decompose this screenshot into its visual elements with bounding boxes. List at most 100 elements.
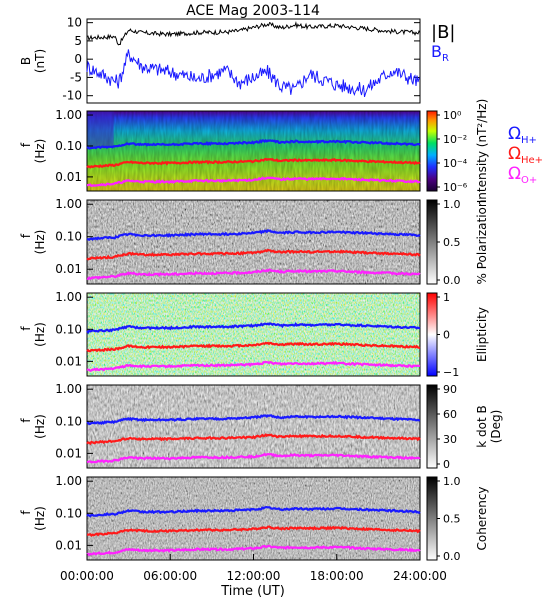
kdotb-colorbar-label: (Deg) (489, 410, 503, 444)
ellipticity-ytick-label: 0.10 (55, 322, 82, 336)
kdotb-ytick-label: 0.01 (55, 446, 82, 460)
x-tick-label: 12:00:00 (227, 569, 281, 583)
x-tick-label: 00:00:00 (60, 569, 114, 583)
intensity-ylabel: f (19, 142, 33, 147)
coherency-ytick-label: 1.00 (55, 474, 82, 488)
ellipticity-gyro-line-o (86, 360, 421, 373)
series-b-total (86, 21, 421, 46)
b-ytick-label: -5 (70, 70, 82, 84)
kdotb-gyro-line-o (86, 452, 421, 464)
polarization-ytick-label: 0.01 (55, 262, 82, 276)
kdotb-colorbar (426, 384, 438, 469)
legend-oo-plus: ΩO+ (508, 164, 537, 186)
series-b-radial (86, 49, 421, 98)
legend-oh-plus: ΩH+ (508, 124, 537, 146)
ellipticity-colorbar (426, 292, 438, 377)
coherency-ytick-label: 0.01 (55, 538, 82, 552)
polarization-yunit: (Hz) (33, 230, 47, 255)
polarization-gyro-line-h (86, 229, 421, 241)
intensity-frame (86, 110, 421, 192)
b-ytick-label: 5 (74, 34, 82, 48)
kdotb-frame (86, 384, 421, 469)
kdotb-gyro-line-he (86, 433, 421, 446)
intensity-cb-tick-label: 10⁻⁴ (443, 157, 468, 170)
polarization-ylabel: f (19, 233, 33, 238)
coherency-gyro-line-he (87, 525, 421, 537)
polarization-frame (86, 199, 421, 285)
polarization-cb-tick-label: 1.0 (443, 198, 461, 211)
kdotb-heatmap-texture (87, 385, 420, 468)
x-tick-label: 06:00:00 (143, 569, 197, 583)
intensity-colorbar-label: Intensity (nT²/Hz) (475, 99, 489, 204)
ellipticity-cb-tick-label: 0 (443, 329, 450, 342)
polarization-gyro-line-he (86, 248, 421, 261)
kdotb-cb-tick-label: 0 (443, 458, 450, 471)
ellipticity-ytick-label: 0.01 (55, 354, 82, 368)
ellipticity-cb-tick-label: 1 (443, 291, 450, 304)
intensity-ytick-label: 0.10 (55, 139, 82, 153)
polarization-colorbar (426, 199, 438, 285)
kdotb-ylabel: f (19, 418, 33, 423)
intensity-colorbar (426, 110, 438, 192)
polarization-heatmap-texture (87, 200, 420, 284)
coherency-cb-tick-label: 0.5 (443, 513, 461, 526)
coherency-colorbar-label: Coherency (475, 486, 489, 550)
kdotb-cb-tick-label: 90 (443, 383, 457, 396)
ellipticity-ytick-label: 1.00 (55, 290, 82, 304)
intensity-cb-tick-label: 10⁰ (443, 109, 462, 122)
ellipticity-heatmap-texture (87, 293, 420, 376)
coherency-ytick-label: 0.10 (55, 506, 82, 520)
intensity-cb-tick-label: 10⁻⁶ (443, 181, 468, 194)
b-ytick-label: 10 (67, 16, 82, 30)
ellipticity-cb-tick-label: −1 (443, 366, 459, 379)
b-ylabel: B (19, 57, 33, 65)
ellipticity-frame (86, 292, 421, 377)
coherency-cb-tick-label: 0.0 (443, 550, 461, 563)
intensity-gyro-line-he (86, 157, 421, 169)
ellipticity-ylabel: f (19, 326, 33, 331)
coherency-gyro-line-o (86, 544, 421, 557)
intensity-cb-tick-label: 10⁻² (443, 133, 467, 146)
figure-title: ACE Mag 2003-114 (186, 3, 320, 19)
kdotb-gyro-line-h (86, 414, 421, 426)
b-ytick-label: 0 (74, 52, 82, 66)
coherency-heatmap-texture (87, 477, 420, 560)
coherency-yunit: (Hz) (33, 506, 47, 531)
intensity-ytick-label: 0.01 (55, 170, 82, 184)
ellipticity-colorbar-label: Ellipticity (475, 307, 489, 362)
kdotb-ytick-label: 1.00 (55, 382, 82, 396)
polarization-gyro-line-o (86, 268, 421, 281)
ellipticity-gyro-line-he (86, 341, 421, 353)
kdotb-ytick-label: 0.10 (55, 414, 82, 428)
kdotb-colorbar-label: k dot B (475, 405, 489, 447)
b-ytick-label: -10 (62, 89, 82, 103)
legend-radial-b: BR (431, 42, 449, 64)
ellipticity-yunit: (Hz) (33, 322, 47, 347)
x-axis-label: Time (UT) (220, 584, 285, 599)
polarization-ytick-label: 1.00 (55, 197, 82, 211)
polarization-colorbar-label: % Polarization (475, 200, 489, 285)
polarization-cb-tick-label: 0.0 (443, 274, 461, 287)
gyro-legend: ΩH+ ΩHe+ ΩO+ (508, 124, 543, 186)
x-tick-label: 24:00:00 (393, 569, 447, 583)
coherency-ylabel: f (19, 510, 33, 515)
ellipticity-gyro-line-h (86, 322, 421, 335)
intensity-gyro-line-o (87, 176, 421, 188)
polarization-ytick-label: 0.10 (55, 230, 82, 244)
x-axis: 00:00:00 06:00:00 12:00:00 18:00:00 24:00:00 (60, 554, 447, 583)
polarization-cb-tick-label: 0.5 (443, 236, 461, 249)
coherency-cb-tick-label: 1.0 (443, 475, 461, 488)
kdotb-yunit: (Hz) (33, 414, 47, 439)
x-tick-label: 18:00:00 (310, 569, 364, 583)
legend-total-b: |B| (431, 22, 455, 43)
legend-ohe-plus: ΩHe+ (508, 144, 543, 166)
coherency-gyro-line-h (86, 505, 421, 518)
coherency-colorbar (426, 476, 438, 561)
intensity-dark-region (87, 111, 114, 147)
kdotb-cb-tick-label: 60 (443, 408, 457, 421)
b-panel-frame (86, 18, 421, 104)
intensity-ytick-label: 1.00 (55, 108, 82, 122)
kdotb-cb-tick-label: 30 (443, 433, 457, 446)
intensity-gyro-line-h (86, 139, 421, 150)
